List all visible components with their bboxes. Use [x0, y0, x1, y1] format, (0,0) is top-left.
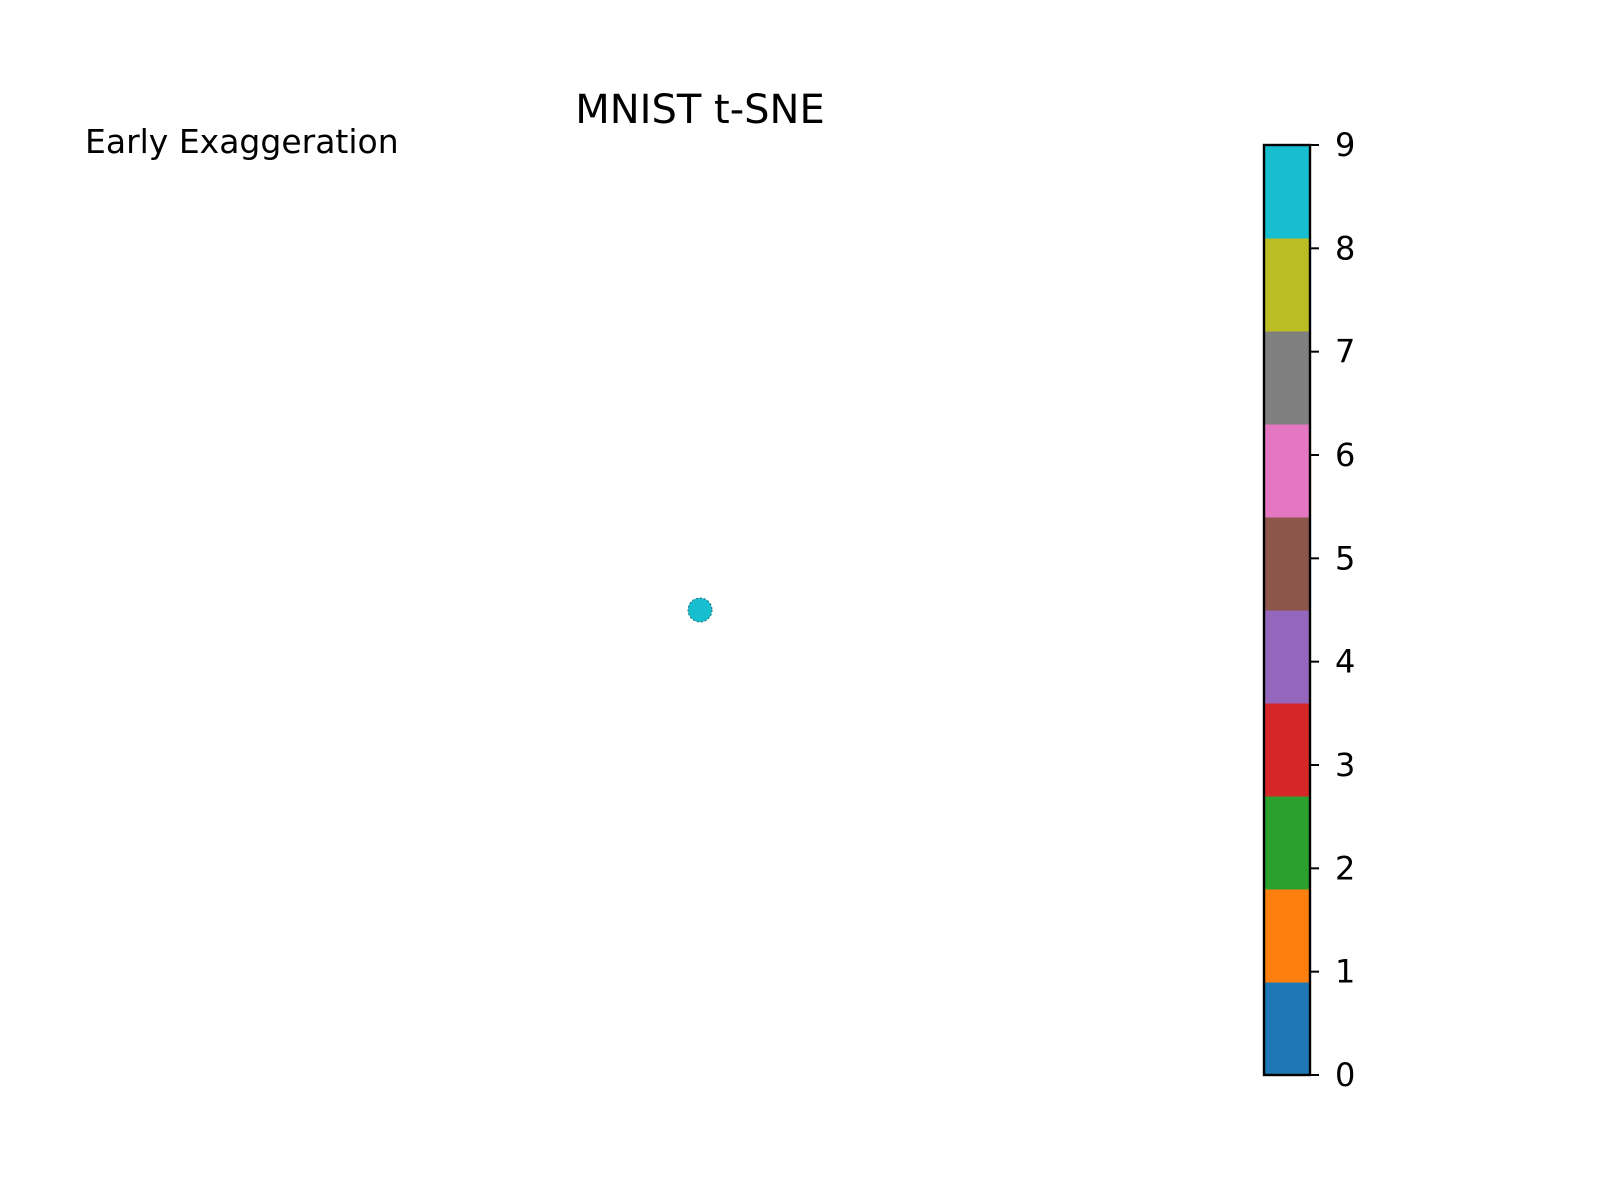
colorbar-tick-label-9: 9: [1335, 126, 1355, 164]
colorbar-segment-3: [1264, 703, 1310, 797]
colorbar-segment-7: [1264, 331, 1310, 425]
colorbar-tick-label-0: 0: [1335, 1056, 1355, 1094]
colorbar-outline: [1262, 143, 1312, 1077]
colorbar-segment-2: [1264, 796, 1310, 890]
scatter-point: [687, 597, 713, 623]
colorbar-segment-4: [1264, 610, 1310, 704]
colorbar-segment-9: [1264, 145, 1310, 239]
phase-annotation: Early Exaggeration: [85, 122, 399, 161]
colorbar-segment-0: [1264, 982, 1310, 1076]
colorbar-tick-label-2: 2: [1335, 849, 1355, 887]
colorbar-tick-label-4: 4: [1335, 643, 1355, 681]
colorbar-tick-label-8: 8: [1335, 229, 1355, 267]
colorbar-tick-label-1: 1: [1335, 953, 1355, 991]
colorbar-segment-1: [1264, 889, 1310, 983]
plot-area: [687, 597, 713, 623]
colorbar-tick-label-5: 5: [1335, 539, 1355, 577]
colorbar-tick-label-7: 7: [1335, 333, 1355, 371]
colorbar-tick-label-3: 3: [1335, 746, 1355, 784]
colorbar-segment-5: [1264, 517, 1310, 611]
colorbar-tick-label-6: 6: [1335, 436, 1355, 474]
chart-title: MNIST t-SNE: [575, 87, 824, 133]
colorbar-segment-6: [1264, 424, 1310, 518]
colorbar: 0 1 2 3 4 5 6 7 8 9: [1262, 126, 1355, 1094]
colorbar-segment-8: [1264, 238, 1310, 332]
